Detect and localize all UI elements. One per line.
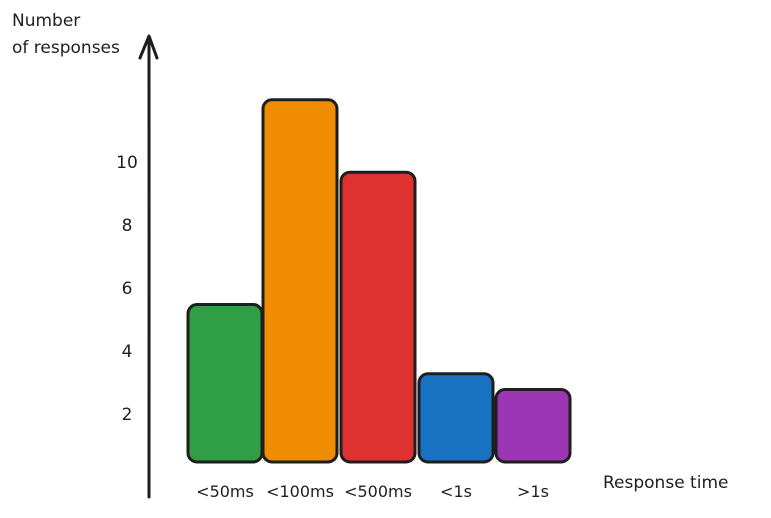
bars-group <box>188 100 570 462</box>
category-label: <1s <box>440 482 472 501</box>
y-tick-label: 2 <box>122 405 133 425</box>
y-tick-label: 6 <box>122 279 133 299</box>
y-tick-labels: 2 4 6 8 10 <box>116 153 138 425</box>
bar-4 <box>419 374 493 462</box>
category-label: <500ms <box>344 482 412 501</box>
bar-2 <box>263 100 337 462</box>
category-labels: <50ms <100ms <500ms <1s >1s <box>196 482 549 501</box>
category-label: <50ms <box>196 482 254 501</box>
x-axis-label: Response time <box>603 473 728 493</box>
bar-5 <box>496 390 570 462</box>
bar-3 <box>341 172 415 462</box>
category-label: >1s <box>517 482 549 501</box>
y-tick-label: 8 <box>122 216 133 236</box>
y-tick-label: 4 <box>122 342 133 362</box>
y-axis-label-line-1: Number <box>12 11 80 31</box>
bar-1 <box>188 305 262 463</box>
y-tick-label: 10 <box>116 153 138 173</box>
category-label: <100ms <box>266 482 334 501</box>
y-axis-label-line-2: of responses <box>12 38 120 58</box>
